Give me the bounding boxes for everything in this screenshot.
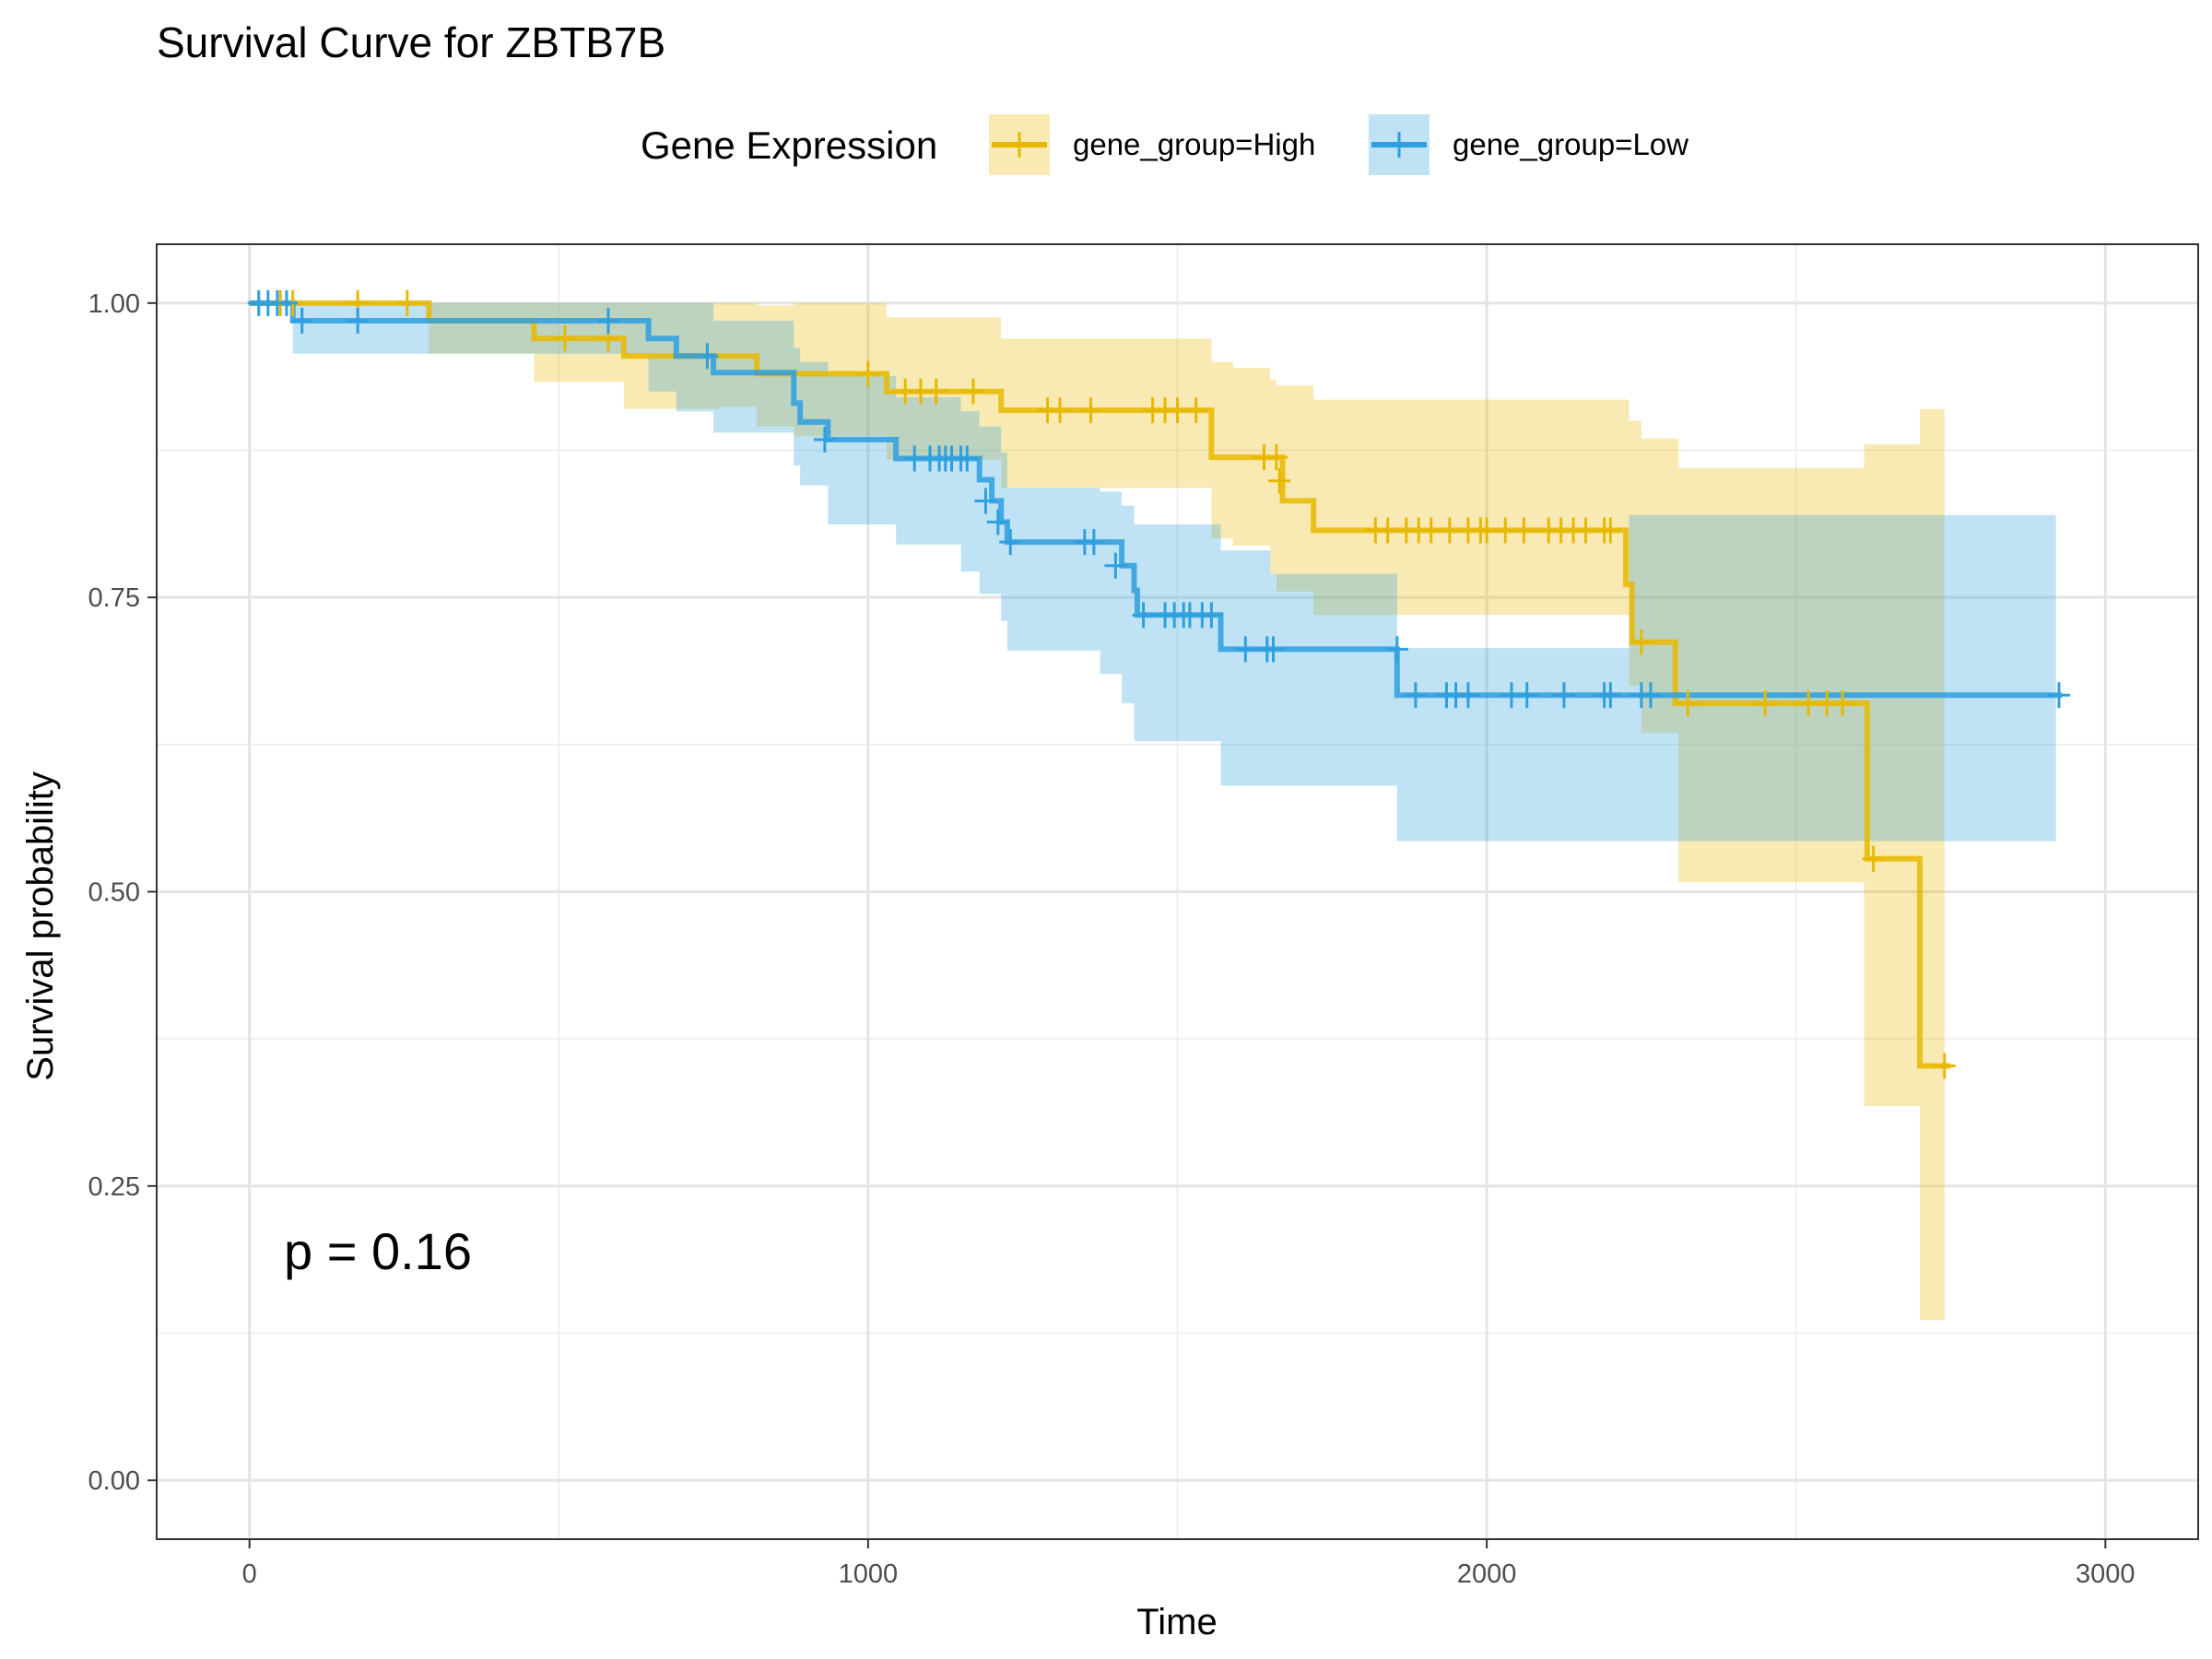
legend-item-low: gene_group=Low — [1369, 114, 1688, 175]
censor-mark-low — [974, 488, 997, 514]
legend: Gene Expression gene_group=High gene_gro… — [641, 114, 1688, 175]
censor-mark-high — [1419, 517, 1442, 544]
censor-mark-high — [1494, 517, 1517, 544]
grid — [157, 244, 2198, 1539]
censor-mark-low — [986, 509, 1009, 535]
p-value-annotation: p = 0.16 — [284, 1222, 472, 1280]
censor-mark-low — [1515, 682, 1538, 709]
censor-mark-high — [1797, 690, 1820, 717]
censor-mark-high — [1862, 845, 1885, 872]
x-tick-label: 2000 — [1457, 1559, 1517, 1589]
censor-mark-high — [1166, 397, 1189, 424]
y-tick-label: 0.00 — [88, 1466, 140, 1496]
censor-mark-low — [1234, 636, 1257, 663]
censor-mark-high — [1754, 690, 1777, 717]
censor-mark-high — [1376, 517, 1399, 544]
censor-mark-high — [1831, 690, 1854, 717]
censor-mark-high — [1677, 690, 1700, 717]
legend-label-high: gene_group=High — [1073, 127, 1315, 161]
censor-mark-low — [1553, 682, 1576, 709]
censor-mark-low — [1200, 602, 1223, 629]
censor-mark-low — [813, 427, 836, 453]
y-axis-title: Survival probability — [20, 771, 61, 1081]
censor-mark-high — [1476, 517, 1499, 544]
y-tick-label: 1.00 — [88, 289, 140, 319]
censor-mark-high — [1438, 517, 1461, 544]
censor-mark-high — [924, 378, 947, 405]
censor-mark-high — [1268, 467, 1291, 494]
censor-mark-low — [1599, 682, 1622, 709]
censor-mark-low — [1385, 636, 1408, 663]
censor-mark-high — [1265, 444, 1288, 471]
censor-marks — [247, 289, 2070, 1079]
censor-mark-high — [395, 289, 418, 316]
survival-line-low — [249, 300, 2063, 699]
y-tick-label: 0.75 — [88, 583, 140, 613]
censor-mark-low — [1456, 682, 1479, 709]
chart-title: Survival Curve for ZBTB7B — [157, 18, 665, 66]
censor-mark-low — [1132, 602, 1155, 629]
censor-mark-low — [696, 343, 719, 370]
censor-mark-low — [1639, 682, 1662, 709]
censor-mark-high — [1599, 517, 1622, 544]
censor-mark-high — [1574, 517, 1597, 544]
censor-mark-low — [999, 529, 1022, 556]
censor-mark-high — [962, 378, 984, 405]
censor-mark-high — [1184, 397, 1207, 424]
censor-mark-high — [1512, 517, 1535, 544]
censor-mark-low — [1262, 636, 1285, 663]
censor-mark-low — [1104, 552, 1127, 579]
censor-mark-high — [856, 360, 879, 387]
legend-label-low: gene_group=Low — [1453, 127, 1688, 161]
x-tick-label: 1000 — [839, 1559, 899, 1589]
censor-mark-low — [596, 308, 619, 335]
confidence-band-high — [249, 302, 1945, 1321]
censor-mark-high — [1630, 629, 1653, 655]
censor-mark-high — [1048, 397, 1071, 424]
censor-mark-low — [1082, 529, 1105, 556]
censor-mark-low — [347, 308, 370, 335]
censor-mark-low — [290, 308, 313, 335]
x-tick-label: 0 — [242, 1559, 257, 1589]
y-tick-label: 0.25 — [88, 1172, 140, 1202]
x-tick-label: 3000 — [2076, 1559, 2136, 1589]
censor-mark-high — [1933, 1053, 1956, 1079]
x-axis-title: Time — [1136, 1602, 1217, 1642]
censor-mark-low — [2047, 682, 2070, 709]
censor-mark-low — [1404, 682, 1427, 709]
y-tick-label: 0.50 — [88, 878, 140, 908]
censor-mark-low — [275, 289, 298, 316]
censor-mark-high — [554, 325, 576, 352]
censor-mark-high — [1079, 397, 1102, 424]
axes: 0 1000 2000 3000 0.00 0.25 0.50 0.75 1.00 — [88, 289, 2136, 1589]
censor-mark-low — [956, 445, 979, 472]
legend-title: Gene Expression — [641, 124, 937, 167]
legend-item-high: gene_group=High — [989, 114, 1315, 175]
